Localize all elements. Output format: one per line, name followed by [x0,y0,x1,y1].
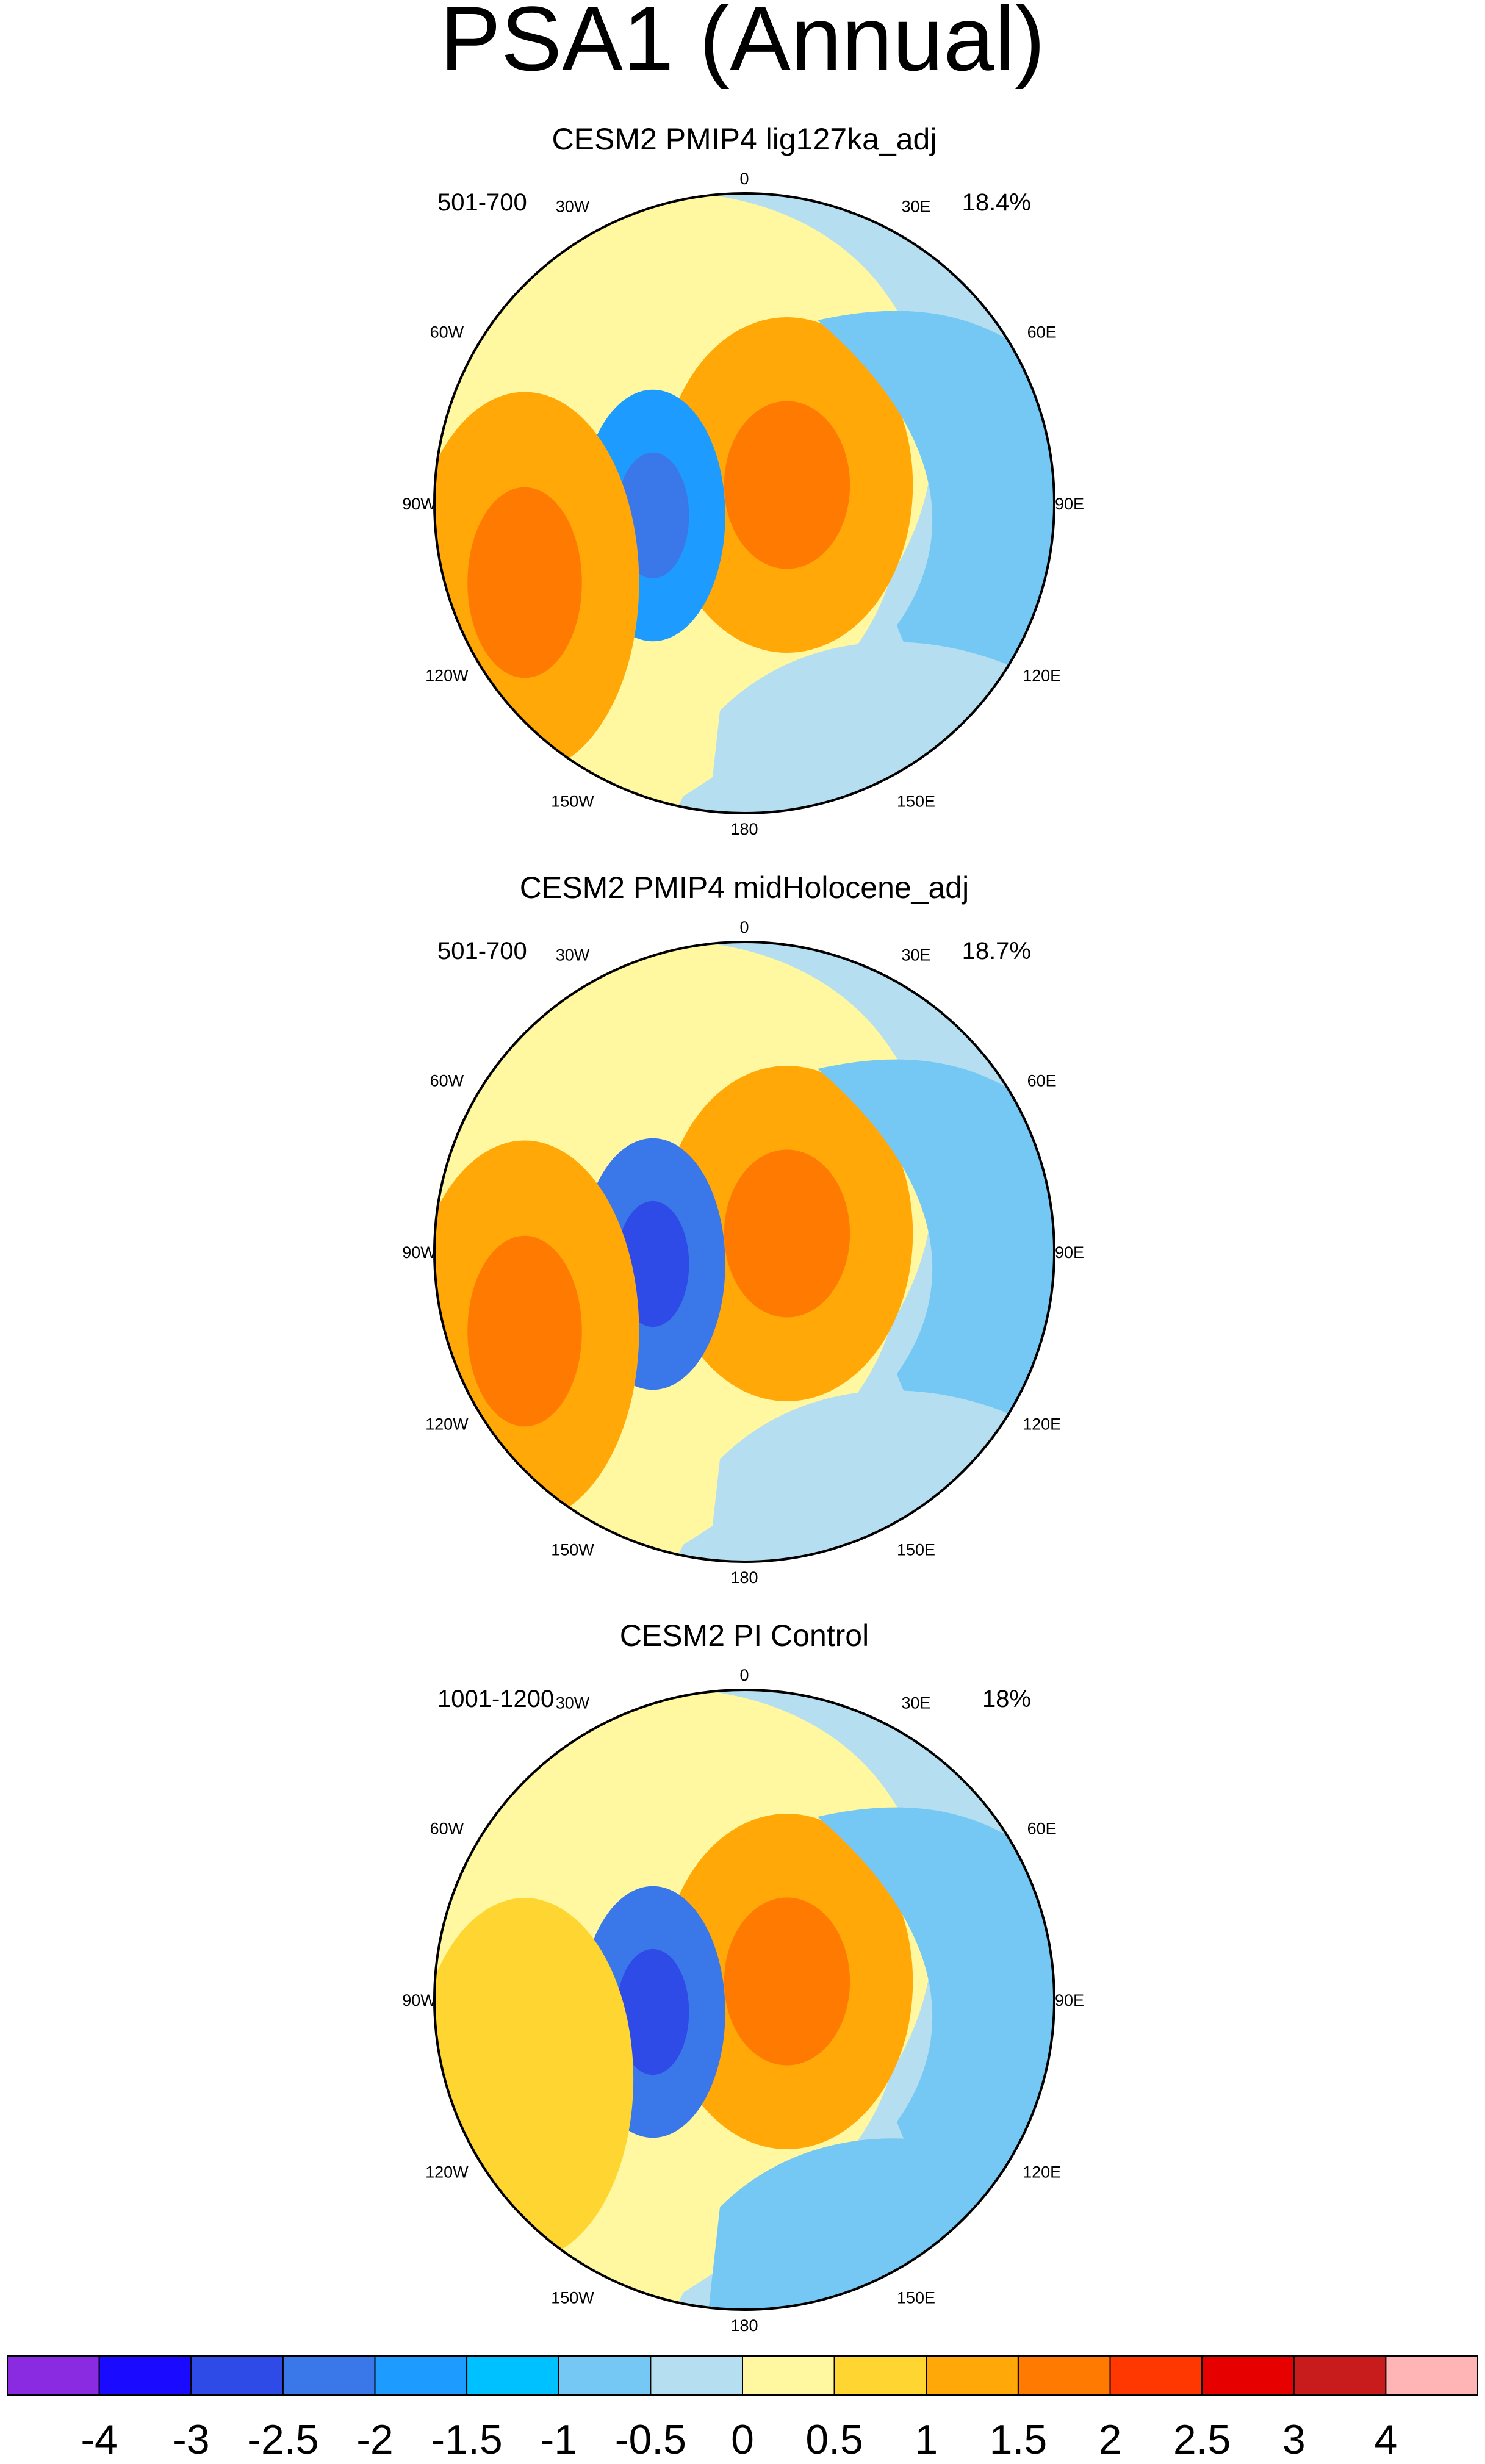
longitude-label: 150W [551,2289,594,2307]
field-region [434,1898,634,2260]
field-region [818,311,1054,731]
panel-variance-explained: 18.4% [962,189,1031,216]
colorbar-box [1201,2355,1295,2396]
longitude-label: 60E [1027,323,1057,342]
panel-years: 1001-1200 [437,1686,554,1712]
map-panels: CESM2 PMIP4 lig127ka_adj 501-700 18.4% 0 30E… [402,122,1084,2335]
colorbar-tick-label: 3 [1282,2416,1306,2463]
colorbar-box [1109,2355,1203,2396]
longitude-label: 0 [739,1666,749,1684]
longitude-label: 30W [556,1694,590,1712]
longitude-label: 120E [1023,667,1061,685]
colorbar-tick-label: -0.5 [615,2416,686,2463]
colorbar-tick-label: 0 [731,2416,754,2463]
colorbar-box [7,2355,100,2396]
map-panel: CESM2 PI Control 1001-1200 18% 0 30E 60E 90E 12… [402,1618,1084,2335]
longitude-label: 90W [402,1243,436,1262]
longitude-label: 60W [430,323,464,342]
field-core [724,1149,850,1318]
longitude-label: 120E [1023,2163,1061,2182]
colorbar-box [742,2355,835,2396]
colorbar-box [1385,2355,1478,2396]
colorbar-box [466,2355,559,2396]
longitude-label: 120E [1023,1415,1061,1434]
panel-variance-explained: 18% [982,1686,1031,1712]
map-boundary [433,941,1055,1563]
longitude-label: 60W [430,1820,464,1838]
map-boundary [433,1689,1055,2311]
longitude-label: 120W [425,2163,469,2182]
field-core [616,1949,689,2075]
field-core [724,401,850,569]
colorbar-tick-label: -1.5 [431,2416,503,2463]
colorbar-box [1293,2355,1387,2396]
longitude-label: 180 [730,2316,758,2335]
longitude-label: 120W [425,1415,469,1434]
field-fill [434,1690,1054,2310]
colorbar-tick-label: 2 [1099,2416,1122,2463]
longitude-label: 180 [730,1568,758,1587]
longitude-label: 30E [901,1694,930,1712]
longitude-label: 60W [430,1072,464,1090]
colorbar-tick-label: 4 [1374,2416,1397,2463]
colorbar-tick-label: 0.5 [805,2416,863,2463]
panel-variance-explained: 18.7% [962,938,1031,964]
longitude-label: 60E [1027,1820,1057,1838]
field-fill [434,942,1054,1562]
longitude-label: 90W [402,495,436,513]
colorbar-tick-label: 1 [915,2416,938,2463]
longitude-label: 150E [897,2289,935,2307]
map-panel: CESM2 PMIP4 midHolocene_adj 501-700 18.7% 0… [402,871,1084,1587]
longitude-label: 120W [425,667,469,685]
colorbar-box [374,2355,468,2396]
field-region [818,1059,1054,1479]
field-core [467,1235,582,1427]
panel-years: 501-700 [437,189,527,216]
map-panel: CESM2 PMIP4 lig127ka_adj 501-700 18.4% 0 30E… [402,122,1084,838]
panel-years: 501-700 [437,938,527,964]
colorbar-box [282,2355,376,2396]
colorbar-box [650,2355,744,2396]
colorbar-tick-label: 2.5 [1173,2416,1231,2463]
longitude-label: 30W [556,197,590,215]
colorbar-box [190,2355,284,2396]
colorbar-box [926,2355,1019,2396]
field-core [467,487,582,678]
longitude-label: 30E [901,946,930,964]
longitude-label: 90E [1055,1243,1084,1262]
panel-title: CESM2 PI Control [620,1618,869,1653]
longitude-label: 0 [739,170,749,188]
field-region [818,1807,1054,2227]
colorbar-tick-label: -3 [173,2416,209,2463]
figure-title: PSA1 (Annual) [440,0,1045,90]
longitude-label: 150W [551,1541,594,1559]
longitude-label: 30E [901,197,930,215]
colorbar: -4 -3 -2.5 -2 -1.5 -1 -0.5 0 0.5 1 1.5 2 2.5 3 4 [7,2355,1478,2463]
longitude-label: 60E [1027,1072,1057,1090]
longitude-label: 90E [1055,495,1084,513]
colorbar-tick-label: -1 [541,2416,577,2463]
colorbar-tick-label: -2 [356,2416,393,2463]
field-fill [434,193,1054,813]
longitude-label: 180 [730,820,758,838]
colorbar-tick-label: -2.5 [247,2416,318,2463]
longitude-label: 150E [897,1541,935,1559]
colorbar-box [558,2355,652,2396]
longitude-label: 0 [739,918,749,936]
colorbar-box [1017,2355,1111,2396]
panel-title: CESM2 PMIP4 lig127ka_adj [552,122,937,156]
longitude-label: 150W [551,792,594,811]
panel-title: CESM2 PMIP4 midHolocene_adj [520,871,969,905]
longitude-label: 150E [897,792,935,811]
longitude-label: 30W [556,946,590,964]
longitude-label: 90W [402,1991,436,2010]
colorbar-box [833,2355,927,2396]
field-core [724,1897,850,2066]
longitude-label: 90E [1055,1991,1084,2010]
colorbar-box [98,2355,192,2396]
colorbar-tick-label: 1.5 [990,2416,1048,2463]
colorbar-tick-label: -4 [81,2416,117,2463]
map-boundary [433,192,1055,814]
